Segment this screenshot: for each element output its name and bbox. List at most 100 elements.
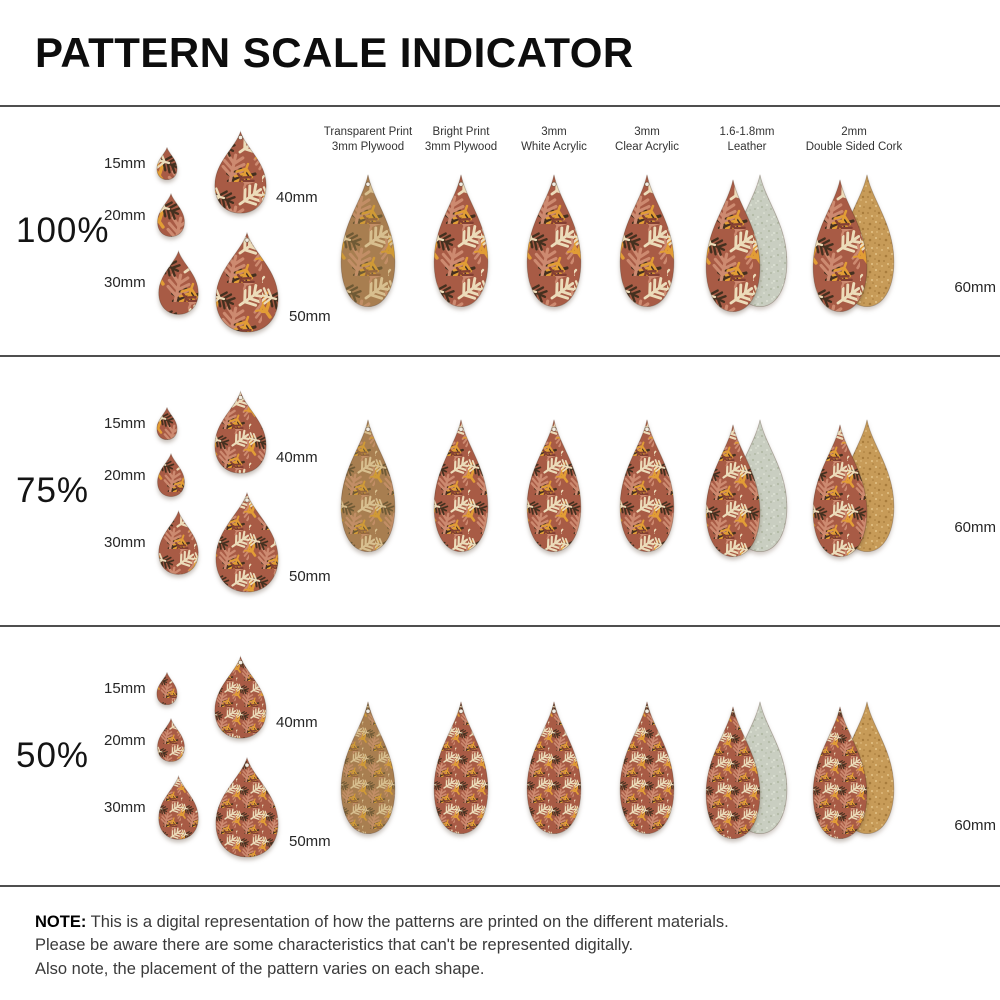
teardrop-pair-leather: [701, 172, 793, 313]
note-line-3: Also note, the placement of the pattern …: [35, 959, 485, 978]
teardrop-30mm: [155, 774, 202, 840]
material-samples: Transparent Print 3mm Plywood Bright Prin…: [324, 107, 1000, 355]
size-label-15mm: 15mm: [104, 680, 146, 697]
note-line-2: Please be aware there are some character…: [35, 936, 634, 955]
material-col-cork: 2mm Double Sided Cork: [805, 125, 903, 313]
note-section: NOTE: This is a digital representation o…: [0, 887, 1000, 981]
teardrop-60mm-clear-acrylic: [615, 417, 679, 553]
teardrop-50mm: [210, 231, 284, 333]
scale-percent-label: 100%: [16, 211, 110, 250]
size-label-20mm: 20mm: [104, 206, 146, 224]
note-label: NOTE:: [35, 913, 87, 931]
material-col-transparent-plywood: [328, 699, 408, 835]
teardrop-30mm: [155, 509, 202, 575]
material-col-clear-acrylic: [607, 417, 687, 553]
material-col-leather: [700, 699, 794, 840]
teardrop-20mm: [155, 717, 187, 762]
teardrop-pair-leather: [701, 699, 793, 840]
teardrop-60mm-transparent-plywood: [336, 172, 400, 308]
size-label-30mm: 30mm: [104, 534, 146, 551]
teardrop-50mm: [210, 756, 284, 858]
header: PATTERN SCALE INDICATOR: [0, 0, 1000, 107]
material-col-white-acrylic: [514, 699, 594, 835]
teardrop-60mm-clear-acrylic: [615, 172, 679, 308]
material-label: 1.6-1.8mm Leather: [719, 126, 775, 153]
teardrop-60mm-cork-front: [808, 704, 872, 840]
size-label-50mm: 50mm: [289, 567, 331, 585]
scale-percent-label: 75%: [16, 471, 90, 510]
teardrop-60mm-cork-front: [808, 177, 872, 313]
material-label: 2mm Double Sided Cork: [805, 126, 903, 153]
size-label-40mm: 40mm: [276, 448, 318, 466]
scale-percent-label: 50%: [16, 736, 90, 775]
size-sample-group: 15mm 20mm 30mm 40mm 50mm: [104, 627, 331, 885]
material-col-transparent-plywood: [328, 417, 408, 553]
teardrop-pair-cork: [808, 172, 900, 313]
material-col-clear-acrylic: 3mm Clear Acrylic: [607, 125, 687, 308]
teardrop-15mm: [155, 146, 179, 181]
material-col-cork: [807, 417, 901, 558]
size-label-50mm: 50mm: [289, 307, 331, 325]
teardrop-20mm: [155, 452, 187, 497]
teardrop-15mm: [155, 671, 179, 706]
teardrop-pair-cork: [808, 417, 900, 558]
teardrop-60mm-cork-front: [808, 422, 872, 558]
material-col-clear-acrylic: [607, 699, 687, 835]
material-label: 3mm Clear Acrylic: [615, 126, 679, 153]
scale-row-75: 75% 15mm 20mm 30mm 40mm 50mm 60mm: [0, 357, 1000, 627]
size-label-60mm: 60mm: [954, 519, 996, 536]
teardrop-40mm: [210, 654, 271, 739]
material-col-leather: 1.6-1.8mm Leather: [700, 125, 794, 313]
teardrop-60mm-bright-plywood: [429, 172, 493, 308]
teardrop-60mm-bright-plywood: [429, 417, 493, 553]
teardrop-60mm-bright-plywood: [429, 699, 493, 835]
teardrop-60mm-white-acrylic: [522, 699, 586, 835]
teardrop-60mm-white-acrylic: [522, 417, 586, 553]
size-label-15mm: 15mm: [104, 415, 146, 432]
teardrop-60mm-transparent-plywood: [336, 699, 400, 835]
teardrop-pair-leather: [701, 417, 793, 558]
material-col-transparent-plywood: Transparent Print 3mm Plywood: [324, 125, 412, 308]
material-label: Transparent Print 3mm Plywood: [323, 126, 413, 153]
material-col-bright-plywood: [421, 699, 501, 835]
size-sample-group: 15mm 20mm 30mm 40mm 50mm: [104, 107, 331, 355]
size-label-60mm: 60mm: [954, 279, 996, 296]
teardrop-60mm-clear-acrylic: [615, 699, 679, 835]
material-samples: 60mm: [328, 627, 1000, 885]
teardrop-40mm: [210, 389, 271, 474]
size-label-60mm: 60mm: [954, 817, 996, 834]
note-line-1: NOTE: This is a digital representation o…: [35, 913, 729, 931]
teardrop-60mm-leather-front: [701, 422, 765, 558]
material-col-leather: [700, 417, 794, 558]
teardrop-60mm-white-acrylic: [522, 172, 586, 308]
material-samples: 60mm: [328, 357, 1000, 625]
teardrop-15mm: [155, 406, 179, 441]
size-label-40mm: 40mm: [276, 188, 318, 206]
size-sample-group: 15mm 20mm 30mm 40mm 50mm: [104, 357, 331, 625]
size-label-40mm: 40mm: [276, 713, 318, 731]
material-label: Bright Print 3mm Plywood: [424, 126, 498, 153]
teardrop-60mm-transparent-plywood: [336, 417, 400, 553]
size-label-30mm: 30mm: [104, 799, 146, 816]
teardrop-50mm: [210, 491, 284, 593]
teardrop-20mm: [155, 192, 187, 237]
size-label-20mm: 20mm: [104, 466, 146, 484]
scale-row-100: 100% 15mm 20mm 30mm 40mm 50mm Transparen…: [0, 107, 1000, 357]
material-col-bright-plywood: Bright Print 3mm Plywood: [421, 125, 501, 308]
page-title: PATTERN SCALE INDICATOR: [35, 28, 634, 76]
size-label-50mm: 50mm: [289, 832, 331, 850]
material-col-white-acrylic: [514, 417, 594, 553]
material-col-white-acrylic: 3mm White Acrylic: [514, 125, 594, 308]
material-col-cork: [807, 699, 901, 840]
teardrop-40mm: [210, 129, 271, 214]
scale-row-50: 50% 15mm 20mm 30mm 40mm 50mm 60mm: [0, 627, 1000, 887]
teardrop-60mm-leather-front: [701, 704, 765, 840]
teardrop-30mm: [155, 249, 202, 315]
teardrop-pair-cork: [808, 699, 900, 840]
material-col-bright-plywood: [421, 417, 501, 553]
size-label-15mm: 15mm: [104, 155, 146, 172]
size-label-20mm: 20mm: [104, 731, 146, 749]
teardrop-60mm-leather-front: [701, 177, 765, 313]
size-label-30mm: 30mm: [104, 274, 146, 291]
